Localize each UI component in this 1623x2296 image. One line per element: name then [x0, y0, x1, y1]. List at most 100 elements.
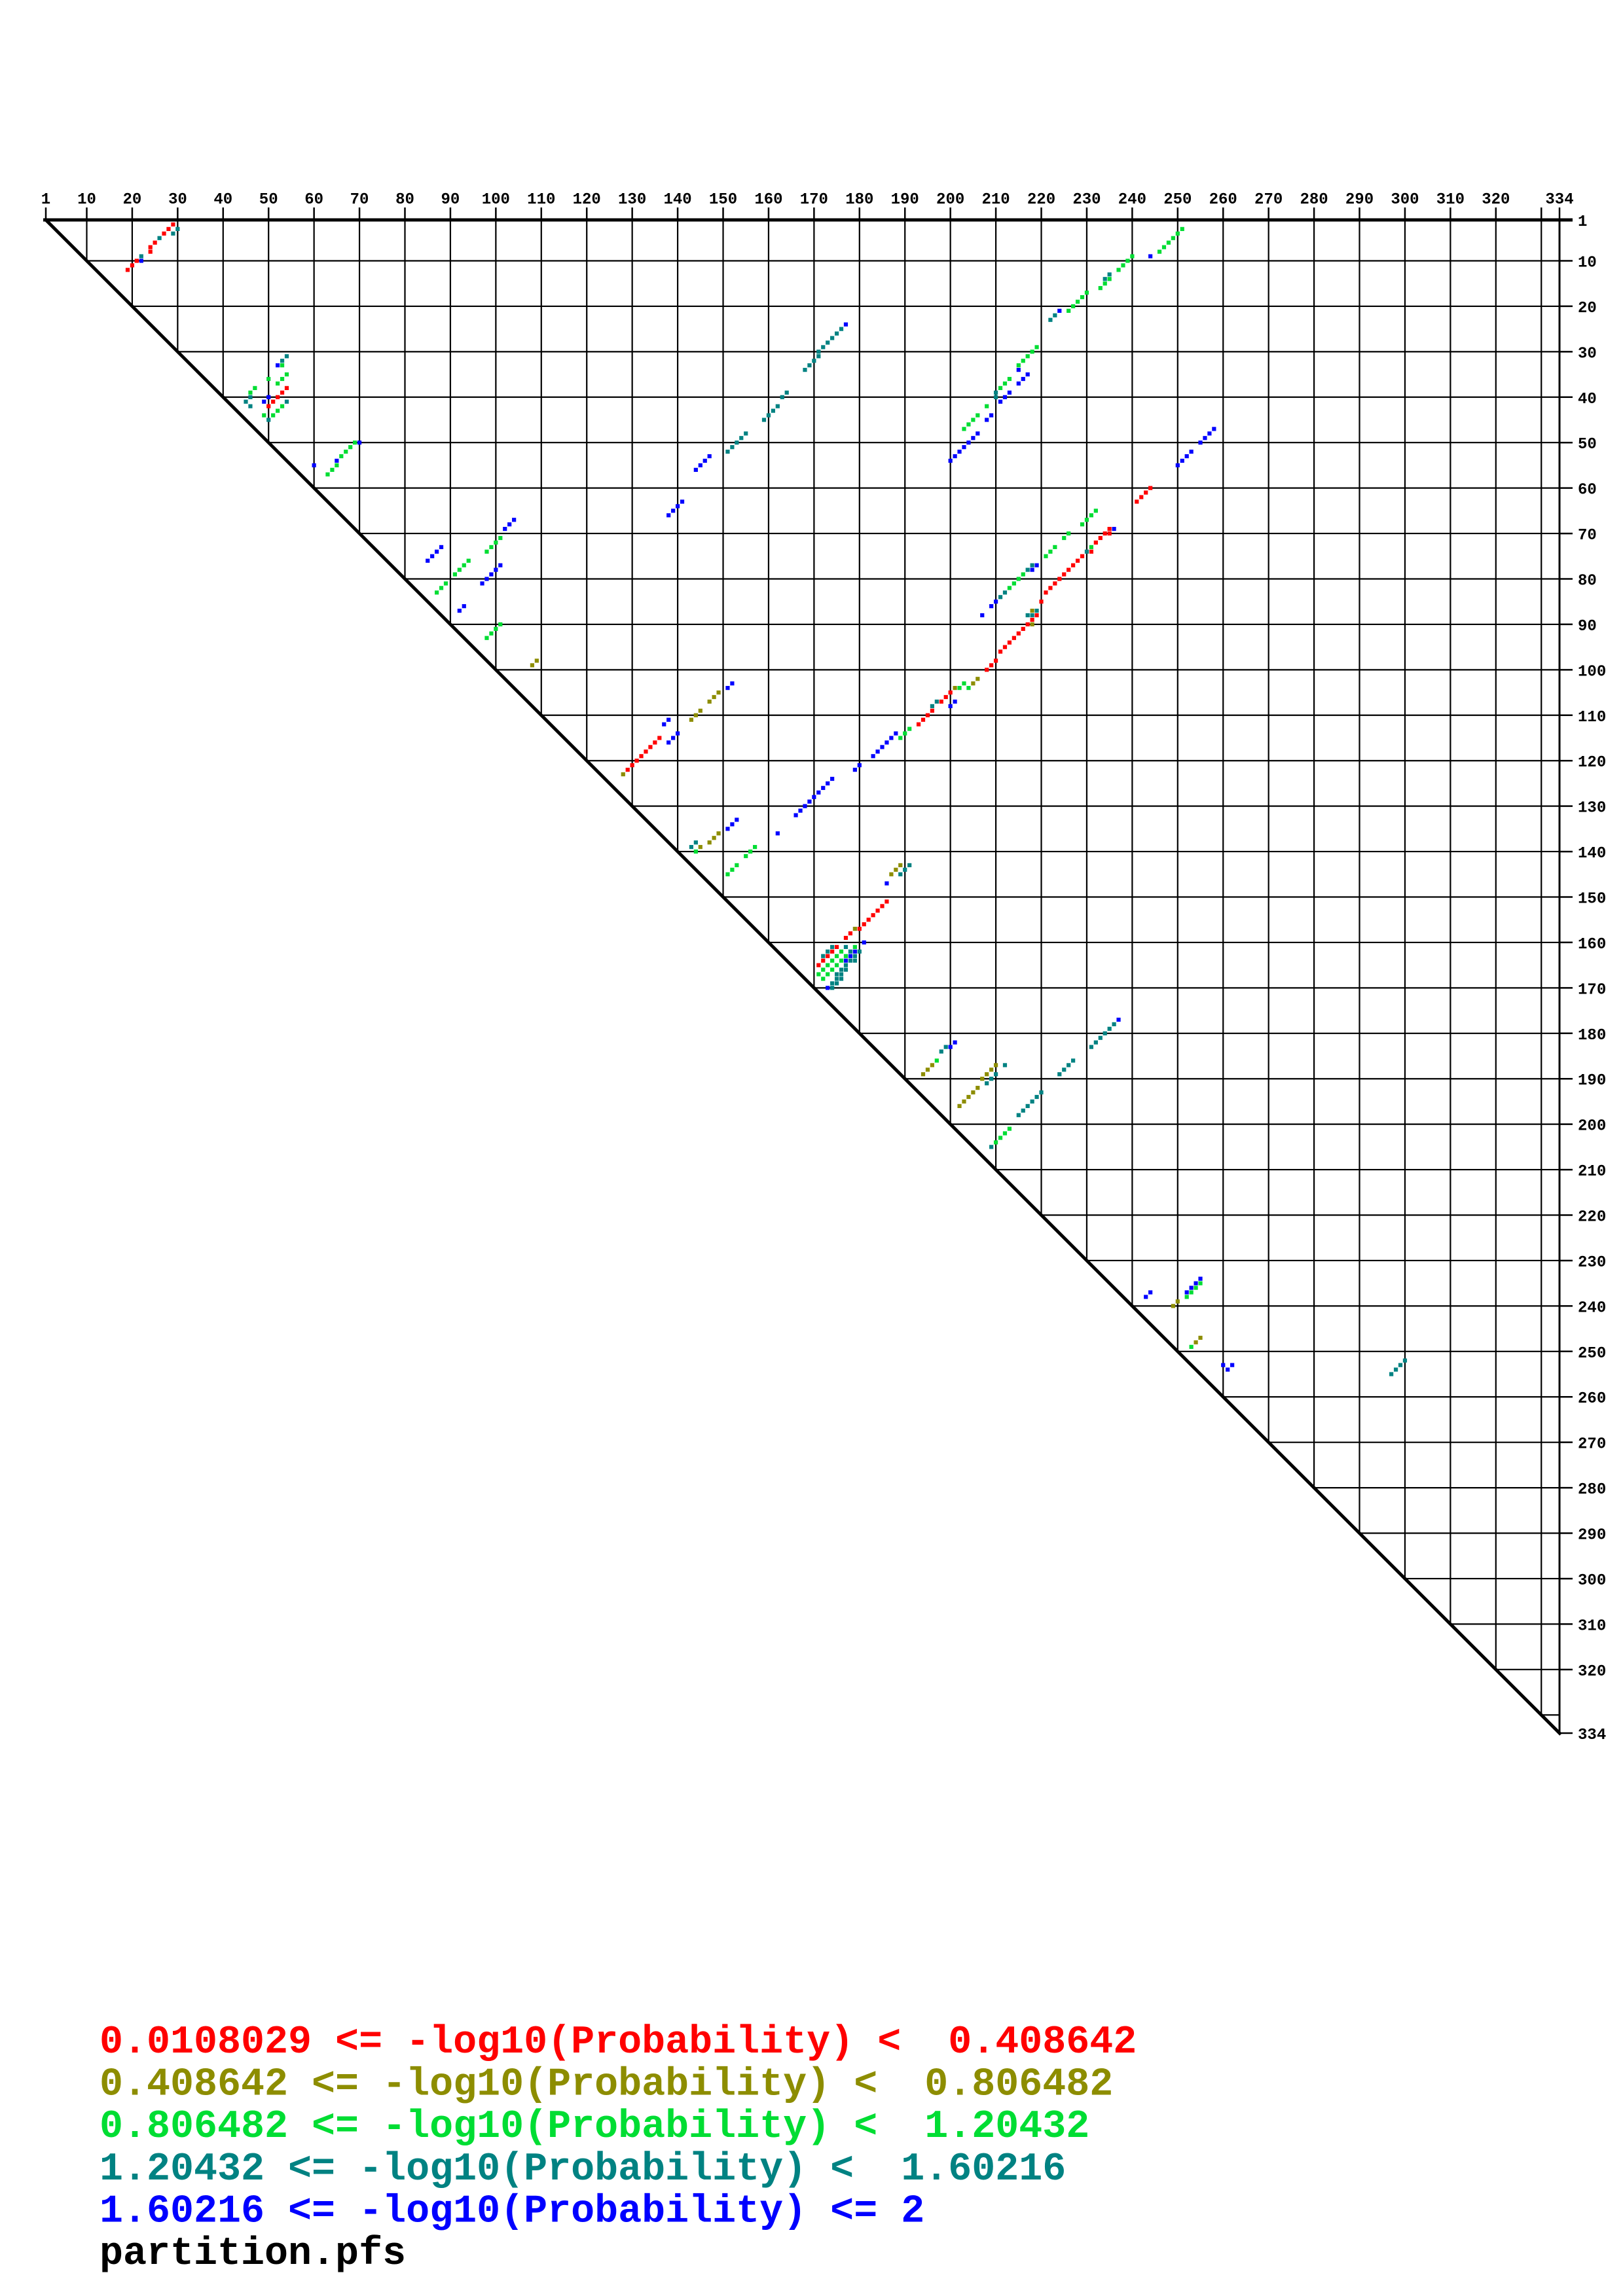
probability-dot	[889, 736, 894, 740]
probability-dot	[1393, 1367, 1398, 1372]
probability-dot	[1103, 277, 1107, 281]
probability-dot	[725, 449, 730, 454]
probability-dot	[1025, 1103, 1030, 1108]
y-axis-label: 70	[1578, 527, 1597, 545]
probability-dot	[1075, 558, 1080, 563]
probability-dot	[1030, 622, 1034, 627]
probability-dot	[875, 908, 880, 913]
probability-dot	[1025, 567, 1030, 572]
x-axis-label: 160	[754, 191, 782, 209]
probability-dot	[939, 1049, 943, 1054]
probability-dot	[966, 686, 971, 691]
probability-dot	[976, 677, 980, 681]
probability-dot	[998, 1136, 1003, 1140]
probability-dot	[489, 572, 494, 577]
probability-dot	[943, 694, 948, 700]
probability-dot	[735, 440, 739, 445]
probability-dot	[993, 658, 998, 663]
probability-dot	[698, 463, 702, 468]
probability-dot	[993, 1072, 998, 1077]
probability-dot	[1161, 245, 1167, 249]
probability-dot	[730, 445, 735, 450]
probability-dot	[948, 1045, 953, 1049]
probability-dot	[903, 731, 907, 736]
probability-dot	[325, 472, 330, 476]
probability-dot	[1034, 345, 1039, 350]
y-axis-label: 210	[1578, 1163, 1606, 1181]
probability-dot	[1089, 545, 1093, 549]
probability-dot	[1402, 1358, 1408, 1363]
probability-dot	[839, 949, 844, 954]
probability-dot	[775, 831, 780, 836]
probability-dot	[821, 345, 826, 350]
probability-dot	[171, 231, 175, 236]
probability-dot	[852, 958, 857, 963]
probability-dot	[1080, 554, 1085, 558]
x-axis-label: 320	[1482, 191, 1510, 209]
probability-dot	[530, 663, 535, 668]
x-axis-label: 270	[1254, 191, 1283, 209]
probability-dot	[157, 236, 162, 240]
probability-dot	[1021, 1108, 1025, 1113]
probability-dot	[621, 772, 625, 777]
y-axis-label: 320	[1578, 1663, 1606, 1681]
probability-dot	[1071, 563, 1076, 567]
probability-dot	[884, 740, 889, 745]
probability-dot	[1107, 527, 1112, 531]
probability-dot	[494, 567, 498, 572]
probability-dot	[698, 845, 702, 850]
probability-dot	[1048, 317, 1053, 322]
probability-dot	[1144, 490, 1148, 495]
probability-dot	[712, 694, 716, 700]
probability-dot	[843, 963, 848, 967]
probability-dot	[898, 736, 903, 740]
probability-dot	[662, 722, 666, 726]
probability-dot	[852, 927, 857, 931]
probability-dot	[1067, 531, 1071, 536]
probability-dot	[1007, 376, 1012, 382]
probability-dot	[889, 872, 894, 876]
probability-dot	[1194, 1340, 1198, 1345]
probability-dot	[771, 408, 775, 413]
probability-dot	[284, 354, 289, 359]
probability-dot	[1194, 1281, 1198, 1285]
probability-dot	[848, 954, 853, 958]
probability-dot	[494, 540, 498, 545]
probability-dot	[1067, 567, 1071, 572]
probability-dot	[1030, 567, 1034, 572]
probability-dot	[807, 799, 812, 804]
probability-dot	[1034, 613, 1039, 618]
probability-dot	[1007, 586, 1012, 590]
probability-dot	[998, 649, 1003, 654]
probability-dot	[702, 458, 707, 463]
probability-dot	[284, 386, 289, 390]
probability-dot	[439, 586, 444, 590]
probability-dot	[884, 881, 889, 886]
probability-dot	[1002, 1131, 1008, 1136]
probability-dot	[830, 986, 835, 990]
probability-dot	[826, 972, 830, 977]
probability-dot	[894, 867, 898, 872]
probability-dot	[989, 413, 994, 418]
probability-dot	[816, 354, 821, 359]
probability-dot	[1048, 586, 1053, 590]
x-axis-label: 60	[304, 191, 323, 209]
probability-dot	[1048, 549, 1053, 554]
x-axis-label: 30	[168, 191, 187, 209]
x-axis-label: 334	[1545, 191, 1573, 209]
y-axis-label: 90	[1578, 618, 1597, 636]
probability-dot	[1062, 1067, 1067, 1072]
probability-dot	[1116, 268, 1121, 272]
probability-dot	[971, 1090, 976, 1095]
probability-dot	[1098, 535, 1103, 541]
probability-dot	[1016, 631, 1021, 636]
probability-dot	[784, 390, 789, 395]
probability-dot	[880, 745, 884, 749]
probability-dot	[1125, 259, 1130, 263]
probability-dot	[962, 1099, 966, 1104]
probability-dot	[503, 527, 507, 531]
probability-dot	[693, 849, 698, 854]
probability-dot	[943, 1045, 948, 1049]
probability-dot	[1398, 1363, 1403, 1367]
probability-dot	[693, 467, 698, 472]
